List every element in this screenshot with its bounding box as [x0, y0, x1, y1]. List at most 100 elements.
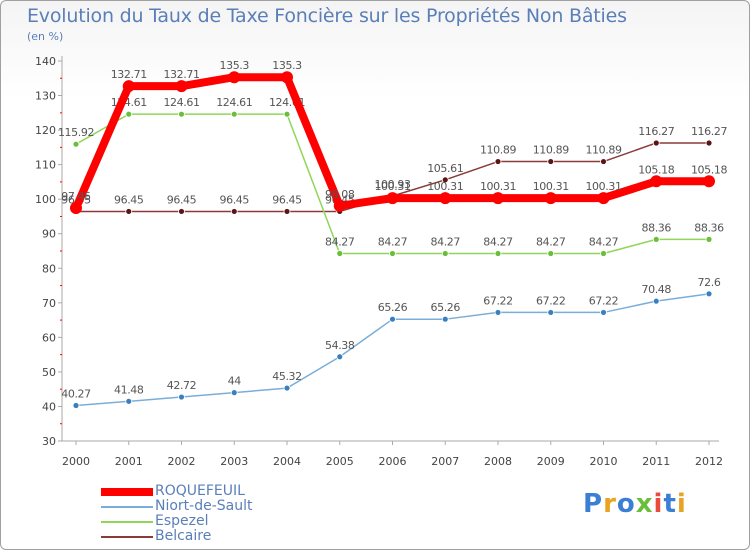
point-belcaire-2002 [178, 208, 185, 215]
unit-label: (en %) [27, 30, 64, 43]
point-belcaire-2009 [547, 158, 555, 165]
point-roquefeuil-2005 [333, 199, 346, 212]
data-label-niort-de-sault-2005: 54.38 [325, 339, 355, 352]
point-niort-de-sault-2003 [230, 389, 238, 397]
point-espezel-2000 [72, 140, 80, 148]
point-niort-de-sault-2002 [178, 393, 185, 401]
legend-item-roquefeuil: ROQUEFEUIL [101, 483, 301, 499]
x-tick-label-2007: 2007 [431, 455, 459, 468]
data-label-roquefeuil-2011: 105.18 [638, 163, 674, 176]
data-label-belcaire-2004: 96.45 [272, 193, 302, 206]
point-roquefeuil-2009 [544, 192, 557, 205]
y-tick-label-140: 140 [35, 55, 56, 68]
x-tick-label-2003: 2003 [220, 455, 248, 468]
x-tick-label-2004: 2004 [273, 455, 301, 468]
point-niort-de-sault-2009 [547, 309, 555, 316]
x-tick-label-2010: 2010 [590, 455, 618, 468]
data-label-belcaire-2008: 110.89 [480, 144, 516, 157]
point-roquefeuil-2002 [175, 80, 188, 93]
data-label-belcaire-2006: 100.93 [374, 178, 410, 191]
point-espezel-2004 [283, 110, 291, 118]
point-espezel-2010 [600, 250, 607, 257]
data-label-belcaire-2009: 110.89 [533, 144, 569, 157]
legend-label-niort-de-sault: Niort-de-Sault [155, 498, 253, 514]
point-belcaire-2012 [705, 139, 713, 147]
point-belcaire-2007 [441, 176, 449, 184]
point-espezel-2003 [230, 110, 238, 118]
legend-swatch-roquefeuil [101, 488, 153, 496]
data-label-espezel-2007: 84.27 [431, 236, 461, 249]
data-label-niort-de-sault-2010: 67.22 [589, 294, 619, 307]
y-tick-label-100: 100 [35, 193, 56, 206]
data-label-roquefeuil-2005: 98.08 [325, 188, 355, 201]
data-label-roquefeuil-2009: 100.31 [533, 180, 569, 193]
point-roquefeuil-2006 [386, 192, 399, 205]
data-label-niort-de-sault-2011: 70.48 [642, 283, 672, 296]
data-label-espezel-2009: 84.27 [536, 236, 566, 249]
x-tick-label-2011: 2011 [642, 455, 670, 468]
point-belcaire-2003 [230, 208, 238, 215]
point-espezel-2001 [125, 110, 133, 118]
logo-letter: i [676, 489, 687, 519]
data-label-belcaire-2012: 116.27 [691, 125, 727, 138]
point-belcaire-2004 [283, 208, 291, 215]
point-espezel-2011 [652, 235, 660, 243]
point-espezel-2005 [336, 250, 344, 257]
data-label-roquefeuil-2001: 132.71 [111, 68, 147, 81]
point-espezel-2002 [178, 110, 185, 118]
data-label-espezel-2012: 88.36 [694, 221, 724, 234]
data-label-niort-de-sault-2009: 67.22 [536, 294, 566, 307]
point-espezel-2008 [494, 250, 502, 257]
point-niort-de-sault-2001 [125, 397, 133, 405]
x-tick-label-2009: 2009 [537, 455, 565, 468]
data-label-roquefeuil-2008: 100.31 [480, 180, 516, 193]
data-label-niort-de-sault-2003: 44 [228, 375, 242, 388]
y-tick-label-90: 90 [42, 228, 56, 241]
point-niort-de-sault-2007 [441, 315, 449, 323]
data-label-niort-de-sault-2001: 41.48 [114, 383, 144, 396]
point-espezel-2006 [389, 250, 396, 257]
point-roquefeuil-2007 [439, 192, 452, 205]
data-label-niort-de-sault-2002: 42.72 [167, 379, 197, 392]
legend-label-belcaire: Belcaire [155, 528, 212, 544]
logo-letter: o [616, 489, 636, 519]
chart-title: Evolution du Taux de Taxe Foncière sur l… [27, 5, 627, 27]
logo-letter: r [603, 489, 617, 519]
data-label-belcaire-2011: 116.27 [638, 125, 674, 138]
data-label-niort-de-sault-2012: 72.6 [698, 276, 721, 289]
data-label-roquefeuil-2010: 100.31 [585, 180, 621, 193]
data-label-niort-de-sault-2004: 45.32 [272, 370, 302, 383]
point-espezel-2012 [705, 235, 713, 243]
legend-item-espezel: Espezel [101, 513, 301, 529]
data-label-espezel-2010: 84.27 [589, 236, 619, 249]
data-label-espezel-2003: 124.61 [216, 96, 252, 109]
data-label-belcaire-2010: 110.89 [585, 144, 621, 157]
point-roquefeuil-2004 [281, 71, 293, 84]
x-tick-label-2005: 2005 [326, 455, 354, 468]
legend-label-roquefeuil: ROQUEFEUIL [155, 483, 245, 499]
y-tick-label-110: 110 [35, 159, 56, 172]
point-niort-de-sault-2006 [389, 315, 396, 323]
legend-swatch-espezel [101, 521, 153, 523]
point-niort-de-sault-2005 [336, 353, 344, 361]
point-belcaire-2011 [652, 139, 660, 147]
point-belcaire-2008 [494, 158, 502, 165]
data-label-roquefeuil-2012: 105.18 [691, 163, 727, 176]
data-label-espezel-2002: 124.61 [163, 96, 199, 109]
point-espezel-2009 [547, 250, 555, 257]
data-label-espezel-2005: 84.27 [325, 236, 355, 249]
data-label-roquefeuil-2006: 100.31 [374, 180, 410, 193]
data-label-belcaire-2007: 105.61 [427, 162, 463, 175]
point-roquefeuil-2001 [122, 80, 135, 93]
data-label-niort-de-sault-2008: 67.22 [483, 294, 513, 307]
y-tick-label-130: 130 [35, 90, 56, 103]
point-belcaire-2001 [125, 208, 133, 215]
logo-letter: i [653, 489, 664, 519]
point-roquefeuil-2011 [650, 175, 663, 188]
data-label-roquefeuil-2000: 97.45 [61, 190, 91, 203]
logo-letter: P [583, 489, 604, 519]
point-roquefeuil-2000 [70, 201, 82, 214]
point-niort-de-sault-2012 [705, 290, 713, 298]
